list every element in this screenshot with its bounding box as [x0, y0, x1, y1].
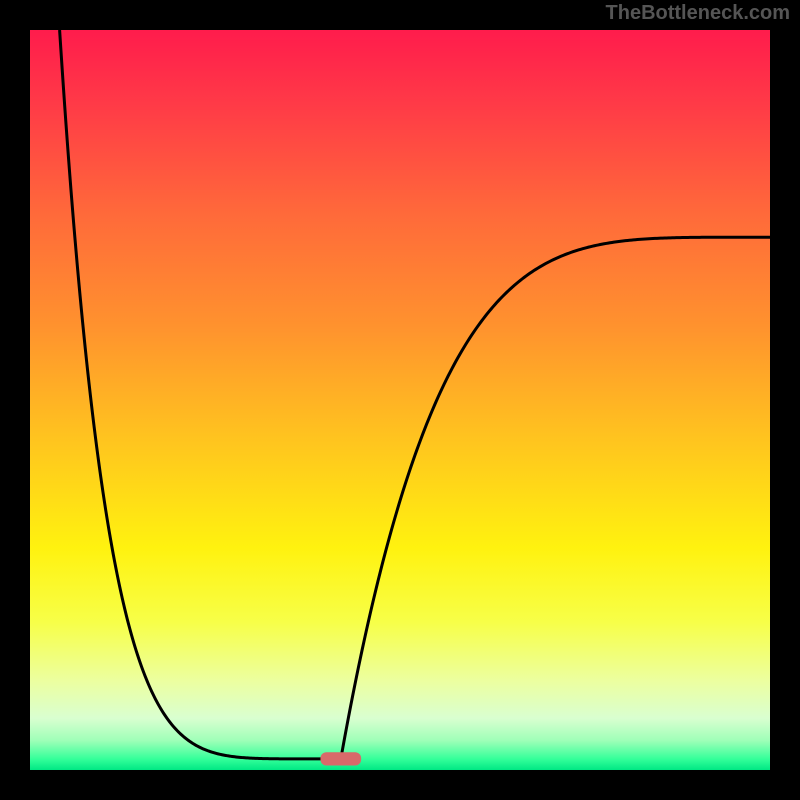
watermark-text: TheBottleneck.com [606, 2, 790, 25]
bottleneck-chart [0, 0, 800, 800]
chart-container: TheBottleneck.com [0, 0, 800, 800]
